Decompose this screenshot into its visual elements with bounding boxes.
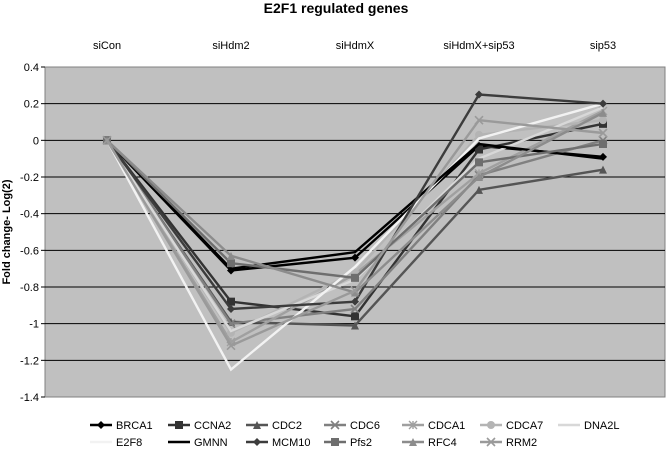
- data-point: [475, 158, 483, 167]
- series-line: [106, 139, 604, 270]
- series-rrm2: [102, 115, 608, 351]
- legend-label: E2F8: [116, 437, 142, 449]
- data-point: [599, 99, 607, 108]
- y-tick-label: 0: [33, 135, 39, 147]
- legend-item-dna2l: DNA2L: [558, 420, 619, 432]
- legend-label: RRM2: [506, 437, 537, 449]
- legend-marker: [408, 420, 418, 430]
- legend-label: DNA2L: [584, 420, 619, 432]
- data-point: [351, 321, 359, 330]
- y-tick-label: -0.8: [20, 282, 39, 294]
- data-point: [474, 115, 484, 125]
- data-point: [351, 288, 359, 297]
- data-point: [599, 165, 607, 174]
- data-point: [598, 128, 608, 138]
- series-gmnn: [106, 139, 604, 270]
- legend-marker: [253, 421, 261, 429]
- data-point: [475, 185, 483, 194]
- y-tick-label: -1.2: [20, 355, 39, 367]
- series-line: [105, 102, 604, 372]
- series-e2f8: [105, 102, 604, 372]
- legend-item-cdca7: CDCA7: [480, 420, 543, 432]
- y-axis-label: Fold change- Log(2): [1, 179, 13, 284]
- legend-marker: [486, 437, 496, 447]
- category-label: siHdm2: [212, 40, 249, 52]
- legend-marker: [330, 420, 340, 430]
- y-tick-label: -0.4: [20, 209, 39, 221]
- legend-marker: [253, 438, 261, 446]
- data-point: [102, 135, 112, 145]
- plot-area: [44, 66, 666, 398]
- legend-item-rfc4: RFC4: [402, 437, 457, 449]
- legend-label: CDCA1: [428, 420, 465, 432]
- legend-item-pfs2: Pfs2: [324, 437, 372, 449]
- legend-item-gmnn: GMNN: [168, 437, 228, 449]
- legend-item-cdca1: CDCA1: [402, 420, 465, 432]
- chart-title: E2F1 regulated genes: [264, 0, 409, 16]
- y-tick-label: -0.2: [20, 172, 39, 184]
- category-label: siCon: [93, 40, 121, 52]
- legend-item-cdc2: CDC2: [246, 420, 302, 432]
- data-point: [351, 253, 359, 262]
- data-point: [227, 251, 235, 260]
- legend-marker: [409, 438, 417, 446]
- y-tick-label: -0.6: [20, 245, 39, 257]
- data-point: [599, 140, 607, 148]
- legend-label: CDC6: [350, 420, 380, 432]
- data-point: [475, 90, 483, 99]
- y-tick-label: 0.4: [24, 62, 39, 74]
- data-point: [350, 286, 360, 296]
- legend-label: GMNN: [194, 437, 228, 449]
- data-point: [227, 305, 235, 313]
- data-point: [227, 259, 235, 268]
- category-label: siHdmX+sip53: [443, 40, 514, 52]
- legend-label: CDC2: [272, 420, 302, 432]
- category-label: sip53: [590, 40, 616, 52]
- legend-item-brca1: BRCA1: [90, 420, 153, 432]
- legend-item-ccna2: CCNA2: [168, 420, 231, 432]
- data-point: [351, 312, 359, 321]
- legend-label: RFC4: [428, 437, 457, 449]
- data-point: [351, 297, 359, 306]
- legend-marker: [487, 421, 495, 429]
- data-point: [599, 108, 607, 117]
- data-point: [351, 273, 359, 282]
- legend-item-e2f8: E2F8: [90, 437, 142, 449]
- data-point: [226, 341, 236, 351]
- legend-label: BRCA1: [116, 420, 153, 432]
- legend-label: CCNA2: [194, 420, 231, 432]
- y-tick-label: -1: [29, 319, 39, 331]
- legend-marker: [331, 438, 339, 446]
- data-point: [475, 173, 483, 181]
- data-point: [227, 297, 235, 306]
- y-tick-label: 0.2: [24, 99, 39, 111]
- category-label: siHdmX: [336, 40, 375, 52]
- legend-item-cdc6: CDC6: [324, 420, 380, 432]
- y-tick-label: -1.4: [20, 392, 39, 404]
- legend-item-mcm10: MCM10: [246, 437, 311, 449]
- legend-marker: [175, 421, 183, 429]
- data-point: [599, 116, 607, 125]
- legend-label: Pfs2: [350, 437, 372, 449]
- legend-item-rrm2: RRM2: [480, 437, 537, 449]
- legend-marker: [97, 421, 105, 429]
- data-point: [350, 304, 360, 314]
- data-point: [475, 145, 483, 154]
- legend-label: CDCA7: [506, 420, 543, 432]
- legend-label: MCM10: [272, 437, 311, 449]
